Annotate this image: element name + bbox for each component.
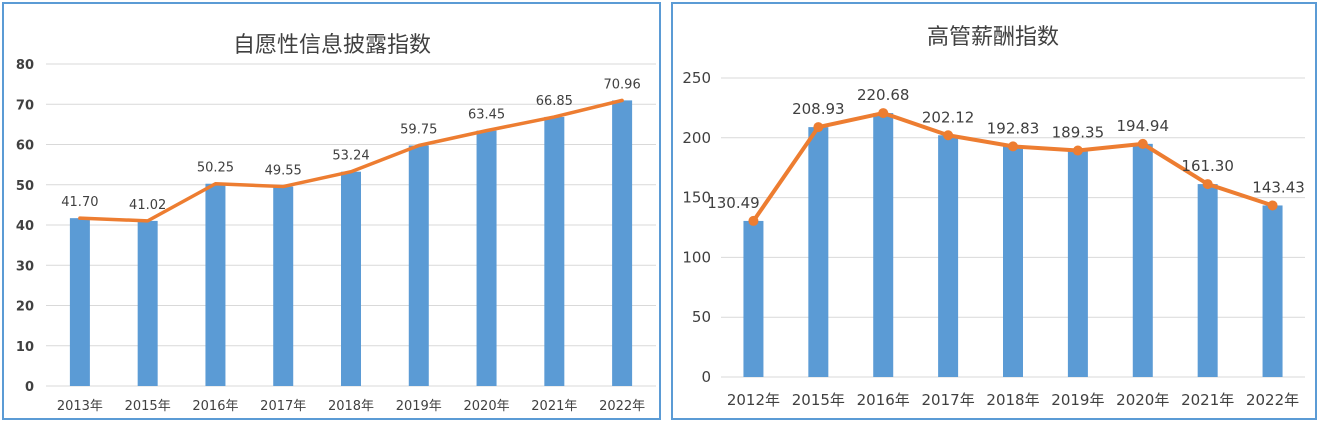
y-tick-label: 0 [701,368,711,386]
line-marker [1137,138,1148,149]
data-label: 59.75 [400,123,437,138]
bar [1132,143,1153,377]
data-label: 63.45 [468,108,505,123]
y-tick-label: 50 [692,308,711,326]
bar [137,220,158,386]
line-marker [943,130,954,141]
x-tick-label: 2015年 [792,391,845,409]
data-label: 208.93 [792,100,845,118]
data-label: 192.83 [987,119,1040,137]
bar [1067,150,1088,377]
x-tick-label: 2020年 [464,399,510,414]
y-tick-label: 40 [16,219,34,234]
x-tick-label: 2021年 [531,399,577,414]
executive-pay-chart: 高管薪酬指数 0 50 100 150 200 250 2012年 2015年 2016年 201… [682,25,1305,409]
data-label: 189.35 [1052,124,1105,142]
bar [1003,146,1023,377]
data-label: 66.85 [536,94,573,109]
x-tick-label: 2022年 [599,399,645,414]
line-marker [1008,141,1018,152]
data-label: 130.49 [707,194,760,212]
x-tick-label: 2018年 [986,391,1039,409]
data-label: 41.70 [61,195,98,210]
y-tick-label: 30 [16,259,34,274]
data-label: 53.24 [332,149,369,164]
x-tick-label: 2019年 [1051,391,1104,409]
bar [408,145,429,386]
data-label: 202.12 [922,108,975,126]
bar [544,116,565,387]
y-tick-label: 10 [16,340,34,355]
x-tick-label: 2019年 [396,399,442,414]
x-tick-label: 2013年 [57,399,103,414]
bar [612,100,633,387]
y-tick-label: 200 [682,129,711,147]
chart-panel-voluntary-disclosure: 自愿性信息披露指数 0 10 20 30 40 50 60 70 80 2013年 2015年 201… [2,2,661,420]
x-tick-label: 2018年 [328,399,374,414]
bar [1197,184,1218,377]
chart-panel-executive-pay: 高管薪酬指数 0 50 100 150 200 250 2012年 2015年 2016年 201… [671,2,1317,420]
data-label: 41.02 [129,198,166,213]
bar [1262,205,1283,377]
bar [205,183,226,386]
data-label: 49.55 [265,164,302,179]
y-tick-label: 60 [16,139,34,154]
x-tick-label: 2016年 [857,391,910,409]
chart-title: 高管薪酬指数 [927,25,1059,50]
chart-title: 自愿性信息披露指数 [233,33,431,58]
bar [69,218,90,386]
x-tick-label: 2016年 [192,399,238,414]
x-tick-label: 2017年 [922,391,975,409]
bar [743,220,764,377]
y-tick-label: 150 [682,189,711,207]
voluntary-disclosure-chart: 自愿性信息披露指数 0 10 20 30 40 50 60 70 80 2013年 2015年 201… [16,33,656,414]
data-label: 50.25 [197,161,234,176]
x-tick-label: 2015年 [125,399,171,414]
x-tick-label: 2021年 [1181,391,1234,409]
bar [938,135,959,377]
y-tick-label: 0 [25,380,34,395]
bar [873,113,894,378]
bar [273,186,294,386]
x-tick-label: 2012年 [727,391,780,409]
y-tick-label: 20 [16,300,34,315]
data-label: 161.30 [1181,157,1234,175]
y-tick-label: 80 [16,58,34,73]
data-label: 194.94 [1117,117,1170,135]
y-tick-label: 100 [682,248,711,266]
series-line [78,98,624,223]
line-marker [813,122,824,133]
data-label: 70.96 [604,77,641,92]
line-marker [1202,179,1213,190]
data-label: 143.43 [1252,178,1305,196]
line-marker [1267,200,1278,211]
y-tick-label: 250 [682,69,711,87]
bar [341,171,361,386]
data-label: 220.68 [857,86,910,104]
y-tick-label: 50 [16,179,34,194]
bar [476,130,497,386]
y-tick-label: 70 [16,98,34,113]
x-tick-label: 2017年 [260,399,306,414]
line-marker [1072,145,1083,156]
line-marker [748,215,759,226]
line-marker [878,108,889,119]
x-tick-label: 2022年 [1246,391,1299,409]
bar [808,127,829,377]
x-tick-label: 2020年 [1116,391,1169,409]
